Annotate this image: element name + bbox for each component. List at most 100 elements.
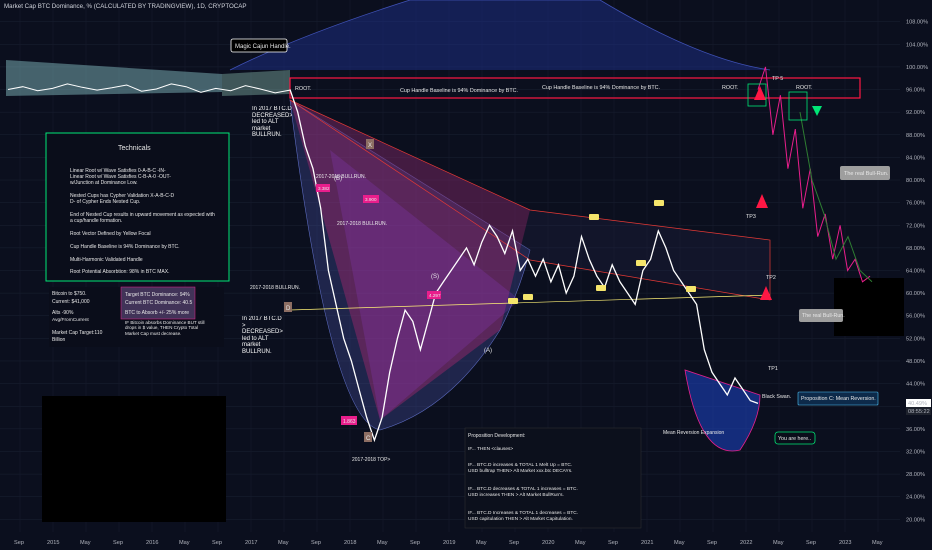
in2017-top-wrap: In 2017 BTC.D DECREASED> led to ALT mark… — [252, 106, 292, 138]
x-tick-label: Sep — [608, 540, 618, 546]
val1-box — [341, 416, 357, 425]
x-tick-label: 2020 — [542, 540, 554, 546]
handle-shade — [222, 70, 290, 96]
x-tick-label: Sep — [707, 540, 717, 546]
yellow-focal-line — [289, 294, 771, 311]
y-axis: 108.00% 104.00% 100.00% 96.00% 92.00% 88.00% 8… — [906, 20, 928, 524]
x-tick-label: May — [179, 540, 190, 546]
x-tick-label: 2016 — [146, 540, 158, 546]
you-are-here-box — [774, 431, 816, 445]
technicals-lines: Linear Root w/ Wave Satisfies 0-A-B-C -I… — [70, 168, 215, 275]
current-mc: Current: $41,000 — [52, 299, 90, 305]
y-tick-label: 92.00% — [906, 110, 925, 116]
val3-box — [363, 195, 379, 203]
proposition-lines: IF... THEN <clauses> IF... BTC.D increase… — [468, 446, 578, 522]
mc-billion: Billion — [52, 337, 66, 343]
harmonic-patterns — [6, 0, 904, 529]
if-btc-absorbs-wrap: IF Bitcoin absorbs Dominance BUT still d… — [125, 320, 205, 336]
tp5-label: TP 5 — [772, 76, 783, 82]
yellow-marker — [523, 294, 533, 300]
technicals-line: Root Potential Absorbtion: 98% in BTC MA… — [70, 269, 170, 275]
real-bullrun-2-box — [799, 309, 843, 322]
technicals-line: Root Vector Defined by Yellow Focal — [70, 231, 151, 237]
chart-header-title: Market Cap BTC Dominance, % (CALCULATED … — [4, 3, 247, 10]
proposition-box — [464, 427, 642, 529]
label-b: (B) — [334, 176, 342, 182]
cup-handle-baseline-box — [289, 77, 861, 99]
y-tick-label: 24.00% — [906, 495, 925, 501]
you-are-here-label: You are here.. — [778, 436, 811, 442]
x-tick-label: May — [278, 540, 289, 546]
tp3-label: TP3 — [746, 214, 756, 220]
technicals-line: Nested Cups has Cypher Validation X-A-B-… — [70, 193, 175, 199]
proposition-line: IF... BTC.D increases & TOTAL 1 Melt Up … — [468, 462, 572, 468]
label-s: (S) — [431, 274, 439, 280]
x-axis: Sep 2015 May Sep 2016 May Sep 2017 May Sep 2018 May… — [14, 540, 883, 546]
proposition-line: USD bulltrap THEN> Alt Market xxx.btc DE… — [468, 468, 572, 474]
x-tick-label: Sep — [509, 540, 519, 546]
yellow-marker — [508, 298, 518, 304]
technicals-box — [45, 132, 230, 282]
label-d-box — [284, 302, 292, 312]
series-line — [289, 89, 759, 443]
x-tick-label: Sep — [410, 540, 420, 546]
y-tick-label: 96.00% — [906, 88, 925, 94]
bullrun-label-b: 2017-2018 BULLRUN. — [337, 221, 387, 227]
btc-to-750: Bitcoin to $750. — [52, 291, 86, 297]
root-label-1: ROOT. — [295, 86, 311, 92]
red-handle-box — [289, 99, 771, 301]
right-black-box — [834, 278, 904, 336]
val4-box — [427, 291, 441, 299]
technicals-line: Linear Root w/ Wave Satisfies C-B-A-0 -O… — [70, 174, 171, 180]
proposition-line: USD increases THEN > Alt Market BullRun'… — [468, 492, 564, 498]
root-label-3: ROOT. — [796, 85, 812, 91]
y-tick-label: 56.00% — [906, 314, 925, 320]
top-2017-label: 2017-2018 TOP> — [352, 457, 390, 463]
proposition-c-box — [797, 391, 879, 406]
label-d: D — [286, 306, 291, 312]
last-value-box — [906, 399, 931, 407]
red-up-arrow-icon — [756, 194, 768, 208]
root-label-2: ROOT. — [722, 85, 738, 91]
purple-wedge — [330, 150, 520, 420]
root-target-box-2 — [788, 91, 808, 121]
technicals-title: Technicals — [118, 145, 151, 152]
alts-90: Alts -90% — [52, 310, 74, 316]
label-x-box — [366, 139, 374, 149]
bullrun-label-a: 2017-2018 BULLRUN. — [316, 174, 366, 180]
y-tick-label: 72.00% — [906, 223, 925, 229]
x-tick-label: May — [674, 540, 685, 546]
mean-reversion-label: Mean Reversion Expansion — [663, 430, 724, 436]
proposition-line: IF... BTC.D Increases & TOTAL 1 decrease… — [468, 510, 578, 516]
bullrun-label-c: 2017-2018 BULLRUN. — [250, 285, 300, 291]
yellow-marker — [686, 286, 696, 292]
series-line — [7, 83, 291, 94]
x-tick-label: 2018 — [344, 540, 356, 546]
last-time-box — [906, 407, 931, 415]
y-tick-label: 76.00% — [906, 201, 925, 207]
mc-target: Market Cap Target:110 — [52, 330, 103, 336]
current-dom: Current BTC Dominance: 40.5 — [125, 300, 192, 306]
mean-reversion-cup — [684, 369, 761, 452]
btc-info-panel: Bitcoin to $750. Current: $41,000 Alts -… — [49, 286, 224, 347]
yellow-marker — [654, 200, 664, 206]
target-dom: Target BTC Dominance: 94% — [125, 292, 190, 298]
x-tick-label: Sep — [806, 540, 816, 546]
technicals-line: Linear Root w/ Wave Satisfies 0-A-B-C -I… — [70, 168, 166, 174]
magenta-triangle — [290, 100, 530, 420]
x-tick-label: Sep — [311, 540, 321, 546]
y-tick-label: 80.00% — [906, 178, 925, 184]
technicals-line: Cup Handle Baseline is 94% Dominance by … — [70, 244, 180, 250]
y-tick-label: 44.00% — [906, 382, 925, 388]
tp2-label: TP2 — [766, 275, 776, 281]
y-tick-label: 28.00% — [906, 472, 925, 478]
left-cup-shade — [6, 60, 222, 96]
y-tick-label: 20.00% — [906, 517, 925, 523]
x-tick-label: Sep — [212, 540, 222, 546]
red-up-arrow-icon — [760, 286, 772, 300]
real-bullrun-2: The real Bull-Run. — [802, 313, 845, 319]
y-tick-label: 100.00% — [906, 65, 928, 71]
red-up-arrow-icon — [754, 86, 766, 100]
x-tick-label: May — [476, 540, 487, 546]
